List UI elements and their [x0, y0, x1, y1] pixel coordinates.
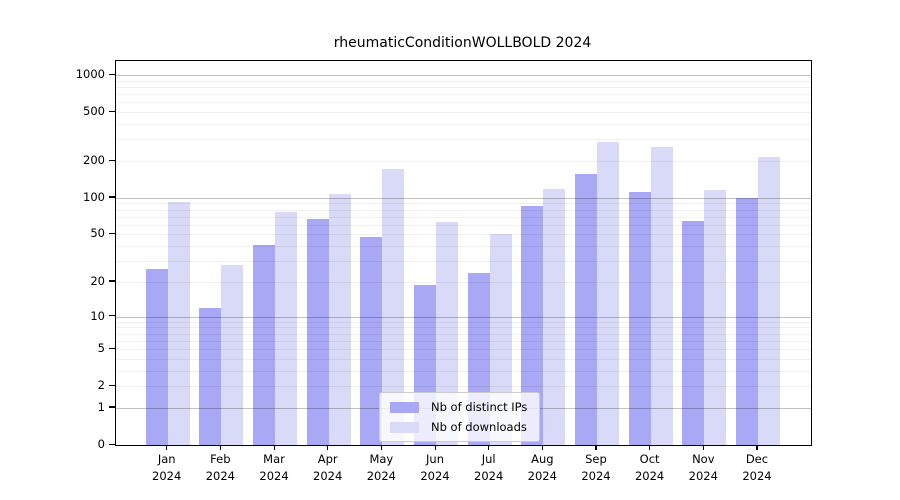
y-tick-label: 10	[90, 308, 105, 323]
bar-distinct-ips-oct	[628, 191, 651, 445]
legend-label-downloads: Nb of downloads	[431, 420, 527, 434]
y-tick-label: 0	[97, 437, 105, 451]
bar-distinct-ips-feb	[199, 307, 222, 445]
x-tick-label: Jan 2024	[152, 452, 182, 484]
bar-downloads-apr	[328, 194, 351, 445]
bar-distinct-ips-mar	[253, 244, 276, 445]
x-tick-label: Oct 2024	[634, 452, 665, 484]
bar-downloads-jan	[167, 202, 190, 445]
x-tick-label: Sep 2024	[581, 452, 611, 484]
x-tick-mark	[273, 445, 275, 450]
bar-distinct-ips-sep	[574, 173, 597, 445]
y-tick-mark	[109, 73, 115, 75]
bar-downloads-feb	[221, 264, 244, 445]
y-tick-label: 100	[83, 189, 105, 204]
y-tick-mark	[109, 406, 115, 408]
bar-downloads-dec	[757, 157, 780, 445]
x-tick-label: Jun 2024	[420, 452, 450, 484]
x-tick-label: Nov 2024	[688, 452, 718, 484]
x-tick-label: Dec 2024	[742, 452, 772, 484]
x-tick-mark	[434, 445, 436, 450]
chart-title: rheumaticConditionWOLLBOLD 2024	[333, 35, 592, 51]
y-tick-label: 5	[97, 341, 105, 356]
bar-distinct-ips-may	[360, 236, 383, 445]
y-tick-mark	[109, 280, 115, 282]
legend: Nb of distinct IPs Nb of downloads	[379, 392, 541, 442]
x-tick-mark	[702, 445, 705, 450]
legend-swatch-distinct-ips	[390, 401, 419, 413]
x-tick-mark	[380, 445, 383, 450]
y-tick-mark	[109, 347, 115, 349]
legend-row-distinct-ips: Nb of distinct IPs	[390, 400, 527, 414]
x-tick-mark	[327, 445, 329, 450]
bar-downloads-sep	[596, 142, 619, 445]
y-tick-label: 2	[97, 378, 105, 393]
plot-area: Nb of distinct IPs Nb of downloads	[115, 60, 812, 446]
x-tick-label: Jul 2024	[474, 452, 504, 484]
x-tick-mark	[595, 445, 597, 450]
bar-downloads-nov	[704, 189, 727, 445]
x-tick-label: Feb 2024	[205, 452, 235, 484]
x-tick-label: Mar 2024	[259, 452, 289, 484]
y-tick-label: 50	[90, 226, 105, 241]
bar-downloads-mar	[275, 212, 298, 445]
y-tick-mark	[109, 196, 115, 198]
y-tick-mark	[109, 232, 115, 235]
x-tick-label: May 2024	[366, 452, 396, 484]
x-tick-mark	[166, 445, 168, 450]
bar-distinct-ips-dec	[735, 197, 758, 445]
x-tick-mark	[488, 445, 490, 450]
bar-downloads-jun	[436, 222, 458, 445]
y-tick-mark	[109, 443, 115, 445]
bar-downloads-oct	[650, 147, 673, 445]
x-tick-label: Apr 2024	[313, 452, 343, 484]
x-tick-label: Aug 2024	[527, 452, 557, 484]
bar-distinct-ips-aug	[521, 205, 544, 445]
legend-swatch-downloads	[390, 421, 419, 433]
y-tick-mark	[109, 110, 115, 112]
x-tick-mark	[756, 445, 758, 450]
y-tick-label: 1000	[75, 67, 105, 82]
bar-downloads-may	[382, 169, 405, 445]
bar-downloads-aug	[543, 189, 566, 445]
y-tick-label: 1	[97, 399, 105, 414]
x-tick-mark	[219, 445, 222, 450]
x-tick-mark	[541, 445, 544, 450]
bar-distinct-ips-apr	[306, 219, 329, 445]
legend-label-distinct-ips: Nb of distinct IPs	[431, 400, 528, 414]
y-tick-label: 20	[90, 273, 105, 288]
bars-layer	[116, 61, 811, 445]
bar-distinct-ips-nov	[682, 220, 705, 445]
y-tick-mark	[109, 384, 115, 386]
legend-row-downloads: Nb of downloads	[390, 420, 527, 434]
y-tick-mark	[109, 315, 115, 317]
bar-distinct-ips-jan	[145, 268, 168, 445]
y-tick-label: 500	[83, 104, 105, 119]
y-tick-mark	[109, 159, 115, 161]
y-tick-label: 200	[83, 153, 105, 168]
x-tick-mark	[649, 445, 651, 450]
